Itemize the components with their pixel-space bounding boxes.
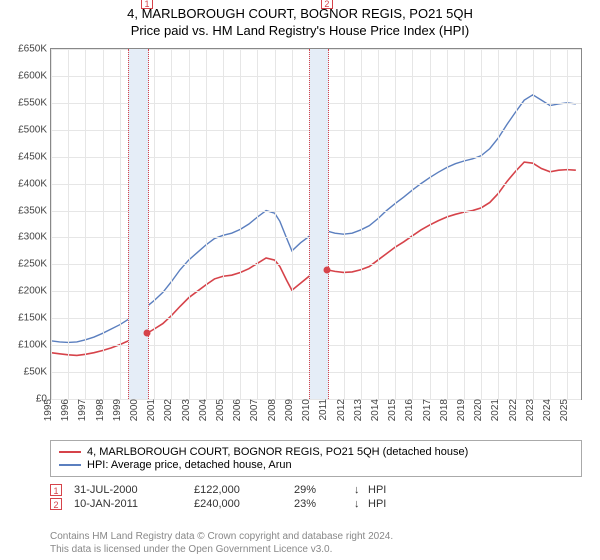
legend-label: 4, MARLBOROUGH COURT, BOGNOR REGIS, PO21… — [87, 446, 468, 458]
y-tick-label: £150K — [18, 313, 51, 324]
x-tick-label: 2025 — [556, 399, 570, 421]
y-tick-label: £250K — [18, 259, 51, 270]
x-tick-label: 2011 — [316, 399, 330, 421]
sale-dot-icon — [323, 266, 330, 273]
legend-label: HPI: Average price, detached house, Arun — [87, 459, 292, 471]
legend-item: 4, MARLBOROUGH COURT, BOGNOR REGIS, PO21… — [59, 446, 573, 458]
sale-marker-icon: 1 — [50, 484, 62, 496]
sale-rel-label: HPI — [368, 484, 386, 496]
x-tick-label: 2005 — [212, 399, 226, 421]
y-tick-label: £400K — [18, 178, 51, 189]
title-line-1: 4, MARLBOROUGH COURT, BOGNOR REGIS, PO21… — [0, 6, 600, 23]
x-tick-label: 2015 — [384, 399, 398, 421]
x-tick-label: 2001 — [143, 399, 157, 421]
sale-marker-icon: 1 — [141, 0, 153, 9]
plot-area: £0£50K£100K£150K£200K£250K£300K£350K£400… — [50, 48, 582, 400]
x-tick-label: 2004 — [195, 399, 209, 421]
x-tick-label: 2023 — [522, 399, 536, 421]
y-tick-label: £200K — [18, 286, 51, 297]
x-tick-label: 1999 — [109, 399, 123, 421]
x-tick-label: 2000 — [126, 399, 140, 421]
x-tick-label: 2010 — [298, 399, 312, 421]
footnote-line: Contains HM Land Registry data © Crown c… — [50, 531, 393, 544]
sale-marker-icon: 2 — [321, 0, 333, 9]
x-tick-label: 2020 — [470, 399, 484, 421]
chart-container: 4, MARLBOROUGH COURT, BOGNOR REGIS, PO21… — [0, 0, 600, 560]
highlight-band — [128, 49, 149, 399]
legend-swatch-property — [59, 451, 81, 453]
sale-marker-icon: 2 — [50, 498, 62, 510]
x-tick-label: 2002 — [160, 399, 174, 421]
y-tick-label: £550K — [18, 97, 51, 108]
x-tick-label: 2024 — [539, 399, 553, 421]
sale-rel-label: HPI — [368, 498, 386, 510]
y-tick-label: £500K — [18, 124, 51, 135]
sale-date: 31-JUL-2000 — [74, 484, 194, 496]
y-tick-label: £450K — [18, 151, 51, 162]
x-tick-label: 2013 — [350, 399, 364, 421]
x-tick-label: 2016 — [401, 399, 415, 421]
x-tick-label: 2006 — [229, 399, 243, 421]
highlight-band — [309, 49, 329, 399]
legend-swatch-hpi — [59, 464, 81, 466]
x-tick-label: 2018 — [436, 399, 450, 421]
y-tick-label: £600K — [18, 70, 51, 81]
y-tick-label: £100K — [18, 340, 51, 351]
down-arrow-icon: ↓ — [354, 498, 368, 510]
y-tick-label: £300K — [18, 232, 51, 243]
sales-table: 1 31-JUL-2000 £122,000 29% ↓ HPI 2 10-JA… — [50, 482, 386, 512]
x-tick-label: 1997 — [74, 399, 88, 421]
title-line-2: Price paid vs. HM Land Registry's House … — [0, 23, 600, 40]
x-tick-label: 2017 — [418, 399, 432, 421]
x-tick-label: 2007 — [246, 399, 260, 421]
sale-pct: 29% — [294, 484, 354, 496]
x-tick-label: 2012 — [332, 399, 346, 421]
y-tick-label: £650K — [18, 44, 51, 55]
sale-dot-icon — [144, 330, 151, 337]
sale-date: 10-JAN-2011 — [74, 498, 194, 510]
x-tick-label: 1996 — [57, 399, 71, 421]
footnote: Contains HM Land Registry data © Crown c… — [50, 531, 393, 556]
x-tick-label: 2019 — [453, 399, 467, 421]
footnote-line: This data is licensed under the Open Gov… — [50, 544, 393, 557]
y-tick-label: £350K — [18, 205, 51, 216]
x-tick-label: 2022 — [504, 399, 518, 421]
legend: 4, MARLBOROUGH COURT, BOGNOR REGIS, PO21… — [50, 440, 582, 477]
x-tick-label: 2021 — [487, 399, 501, 421]
sale-pct: 23% — [294, 498, 354, 510]
x-tick-label: 1995 — [40, 399, 54, 421]
x-tick-label: 2003 — [178, 399, 192, 421]
x-tick-label: 2008 — [264, 399, 278, 421]
x-tick-label: 2014 — [367, 399, 381, 421]
sale-price: £122,000 — [194, 484, 294, 496]
y-tick-label: £50K — [24, 367, 51, 378]
x-tick-label: 2009 — [281, 399, 295, 421]
sales-row: 1 31-JUL-2000 £122,000 29% ↓ HPI — [50, 484, 386, 496]
sales-row: 2 10-JAN-2011 £240,000 23% ↓ HPI — [50, 498, 386, 510]
legend-item: HPI: Average price, detached house, Arun — [59, 459, 573, 471]
title-block: 4, MARLBOROUGH COURT, BOGNOR REGIS, PO21… — [0, 0, 600, 40]
sale-price: £240,000 — [194, 498, 294, 510]
x-tick-label: 1998 — [91, 399, 105, 421]
down-arrow-icon: ↓ — [354, 484, 368, 496]
